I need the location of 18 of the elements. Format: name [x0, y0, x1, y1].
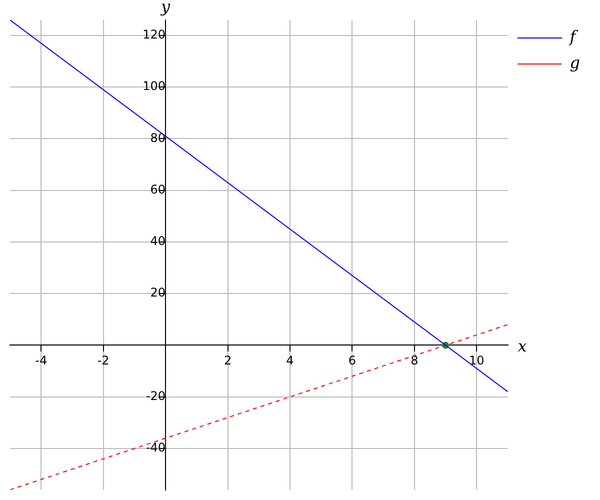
y-tick-label: 120: [142, 28, 166, 42]
x-axis-title: x: [518, 336, 527, 356]
x-tick-label: 6: [348, 354, 356, 368]
y-tick-label: 40: [150, 234, 166, 248]
x-tick-label: 8: [410, 354, 418, 368]
legend-label: f: [568, 27, 579, 46]
x-tick-label: 10: [469, 354, 484, 368]
legend-label: g: [570, 53, 580, 72]
x-tick-label: -2: [97, 354, 110, 368]
x-tick-label: 2: [224, 354, 232, 368]
y-tick-label: -20: [146, 389, 166, 403]
y-axis-title: y: [160, 0, 172, 16]
x-tick-label: -4: [35, 354, 48, 368]
y-tick-label: -40: [146, 440, 166, 455]
y-tick-label: 60: [150, 182, 166, 196]
y-tick-label: 20: [150, 286, 166, 300]
x-tick-label: 4: [286, 354, 294, 368]
y-tick-label: 100: [142, 79, 166, 94]
